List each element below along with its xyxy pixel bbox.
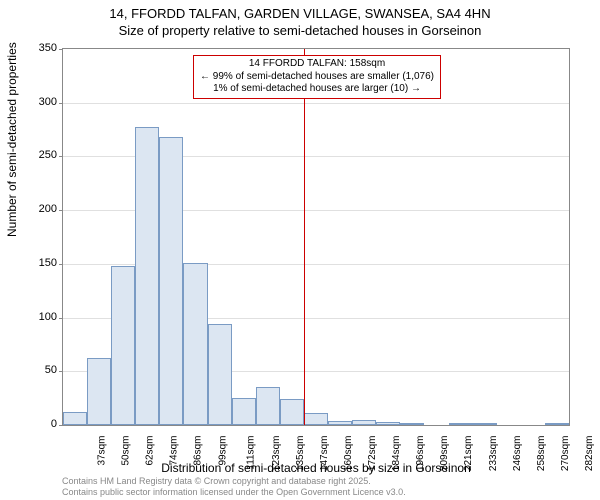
y-tick-mark bbox=[59, 425, 63, 426]
histogram-bar bbox=[87, 358, 111, 425]
annotation-box: 14 FFORDD TALFAN: 158sqm ← 99% of semi-d… bbox=[193, 55, 441, 99]
histogram-bar bbox=[473, 423, 497, 425]
y-tick-label: 300 bbox=[17, 96, 57, 108]
histogram-bar bbox=[183, 263, 207, 425]
x-tick-label: 196sqm bbox=[415, 436, 426, 472]
y-tick-label: 100 bbox=[17, 311, 57, 323]
x-tick-label: 37sqm bbox=[97, 436, 108, 466]
chart-container: 14, FFORDD TALFAN, GARDEN VILLAGE, SWANS… bbox=[0, 0, 600, 500]
y-tick-label: 250 bbox=[17, 149, 57, 161]
y-tick-label: 0 bbox=[17, 418, 57, 430]
y-tick-mark bbox=[59, 210, 63, 211]
plot-area: 14 FFORDD TALFAN: 158sqm ← 99% of semi-d… bbox=[62, 48, 570, 426]
gridline bbox=[63, 103, 569, 104]
y-tick-label: 350 bbox=[17, 42, 57, 54]
y-tick-mark bbox=[59, 371, 63, 372]
y-tick-label: 150 bbox=[17, 257, 57, 269]
x-tick-label: 209sqm bbox=[439, 436, 450, 472]
histogram-bar bbox=[159, 137, 183, 425]
annotation-line2: ← 99% of semi-detached houses are smalle… bbox=[200, 71, 434, 82]
histogram-bar bbox=[111, 266, 135, 425]
x-tick-label: 99sqm bbox=[217, 436, 228, 466]
histogram-bar bbox=[352, 420, 376, 425]
x-tick-label: 50sqm bbox=[121, 436, 132, 466]
y-tick-mark bbox=[59, 156, 63, 157]
histogram-bar bbox=[545, 423, 569, 425]
footer-line1: Contains HM Land Registry data © Crown c… bbox=[62, 476, 371, 486]
histogram-bar bbox=[256, 387, 280, 425]
histogram-bar bbox=[232, 398, 256, 425]
histogram-bar bbox=[449, 423, 473, 425]
y-tick-label: 200 bbox=[17, 203, 57, 215]
chart-title: 14, FFORDD TALFAN, GARDEN VILLAGE, SWANS… bbox=[0, 0, 600, 40]
histogram-bar bbox=[135, 127, 159, 425]
footer: Contains HM Land Registry data © Crown c… bbox=[62, 476, 406, 498]
x-tick-label: 147sqm bbox=[319, 436, 330, 472]
footer-line2: Contains public sector information licen… bbox=[62, 487, 406, 497]
y-tick-mark bbox=[59, 103, 63, 104]
x-tick-label: 233sqm bbox=[488, 436, 499, 472]
y-tick-label: 50 bbox=[17, 364, 57, 376]
x-tick-label: 62sqm bbox=[145, 436, 156, 466]
x-tick-label: 258sqm bbox=[536, 436, 547, 472]
title-line1: 14, FFORDD TALFAN, GARDEN VILLAGE, SWANS… bbox=[109, 6, 490, 21]
histogram-bar bbox=[280, 399, 304, 425]
annotation-line1: 14 FFORDD TALFAN: 158sqm bbox=[249, 58, 385, 69]
x-tick-label: 184sqm bbox=[391, 436, 402, 472]
y-tick-mark bbox=[59, 318, 63, 319]
x-tick-label: 111sqm bbox=[245, 436, 256, 470]
title-line2: Size of property relative to semi-detach… bbox=[119, 23, 482, 38]
histogram-bar bbox=[63, 412, 87, 425]
x-tick-label: 172sqm bbox=[367, 436, 378, 472]
x-tick-label: 246sqm bbox=[512, 436, 523, 472]
x-tick-label: 221sqm bbox=[464, 436, 475, 472]
x-tick-label: 86sqm bbox=[193, 436, 204, 466]
x-tick-label: 135sqm bbox=[295, 436, 306, 472]
histogram-bar bbox=[208, 324, 232, 425]
histogram-bar bbox=[328, 421, 352, 425]
x-tick-label: 74sqm bbox=[169, 436, 180, 466]
histogram-bar bbox=[376, 422, 400, 425]
histogram-bar bbox=[400, 423, 424, 425]
x-tick-label: 270sqm bbox=[560, 436, 571, 472]
x-tick-label: 123sqm bbox=[271, 436, 282, 472]
y-tick-mark bbox=[59, 264, 63, 265]
histogram-bar bbox=[304, 413, 328, 425]
annotation-line3: 1% of semi-detached houses are larger (1… bbox=[213, 83, 421, 94]
reference-line bbox=[304, 49, 305, 425]
x-tick-label: 282sqm bbox=[584, 436, 595, 472]
x-tick-label: 160sqm bbox=[343, 436, 354, 472]
y-tick-mark bbox=[59, 49, 63, 50]
